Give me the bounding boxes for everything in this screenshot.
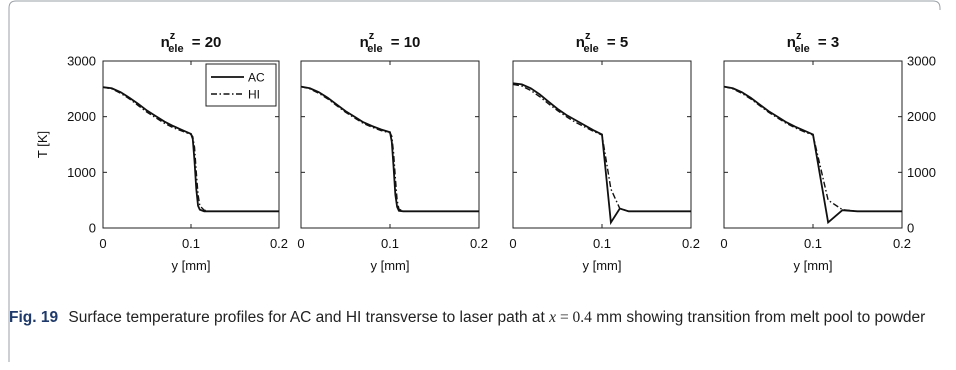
plot-area: [512, 60, 692, 229]
y-tick-label: 1000: [67, 165, 96, 180]
series-line-ac: [513, 82, 691, 226]
x-tick-label: 0: [297, 236, 304, 251]
caption-text-after: mm showing transition from melt pool to …: [596, 309, 926, 326]
caption-label: Fig. 19: [9, 309, 59, 326]
title-subscript: ele: [583, 43, 598, 55]
chart-title: nz ele = 5: [576, 30, 628, 55]
title-base: n: [161, 34, 170, 51]
legend: AC HI: [205, 63, 277, 107]
y-tick-label-right: 2000: [907, 109, 936, 124]
chart-title: nz ele = 20: [161, 30, 222, 55]
title-subscript: ele: [794, 43, 809, 55]
chart-title: nz ele = 10: [360, 30, 421, 55]
x-axis-label: y [mm]: [583, 258, 622, 273]
x-tick-label: 0.1: [381, 236, 399, 251]
caption-text-before: Surface temperature profiles for AC and …: [68, 309, 545, 326]
x-tick-label: 0.1: [182, 236, 200, 251]
chart-panel-1: 0 0.1 0.2 0 1000 2000 3000 y [mm] T [K] nz ele = 2…: [35, 30, 288, 273]
y-tick-label-right: 3000: [907, 54, 936, 69]
series-line-hi: [513, 83, 691, 212]
series-line-ac: [301, 85, 479, 213]
title-value: = 10: [387, 34, 421, 51]
plot-area: [300, 60, 480, 229]
caption-math-var: x: [549, 309, 557, 326]
x-tick-label: 0.2: [893, 236, 911, 251]
chart-panel-2: 0 0.1 0.2 y [mm] nz ele = 10: [297, 30, 488, 273]
title-subscript: ele: [168, 43, 183, 55]
x-tick-label: 0.2: [682, 236, 700, 251]
chart-panel-3: 0 0.1 0.2 y [mm] nz ele = 5: [509, 30, 700, 273]
title-value: = 3: [814, 34, 839, 51]
y-tick-label-right: 1000: [907, 165, 936, 180]
x-tick-label: 0.2: [470, 236, 488, 251]
y-tick-label-right: 0: [907, 221, 914, 236]
legend-label-hi: HI: [248, 88, 260, 102]
title-superscript: z: [369, 30, 375, 42]
caption-math-eq: = 0.4: [556, 309, 592, 326]
x-tick-label: 0: [509, 236, 516, 251]
title-superscript: z: [796, 30, 802, 42]
plot-area: [723, 60, 903, 229]
title-base: n: [360, 34, 369, 51]
legend-label-ac: AC: [248, 71, 265, 85]
x-tick-label: 0: [720, 236, 727, 251]
y-tick-label: 3000: [67, 54, 96, 69]
title-superscript: z: [170, 30, 176, 42]
title-value: = 5: [603, 34, 628, 51]
title-value: = 20: [188, 34, 222, 51]
x-tick-label: 0.2: [270, 236, 288, 251]
y-tick-label: 2000: [67, 109, 96, 124]
x-axis-label: y [mm]: [371, 258, 410, 273]
x-axis-label: y [mm]: [172, 258, 211, 273]
y-axis-label: T [K]: [35, 131, 50, 158]
x-tick-label: 0.1: [804, 236, 822, 251]
figure-caption: Fig. 19 Surface temperature profiles for…: [9, 307, 939, 329]
series-line-hi: [724, 85, 902, 212]
title-base: n: [787, 34, 796, 51]
series-line-hi: [103, 86, 279, 212]
x-tick-label: 0.1: [593, 236, 611, 251]
x-axis-label: y [mm]: [794, 258, 833, 273]
chart-title: nz ele = 3: [787, 30, 839, 55]
series-line-ac: [724, 85, 902, 225]
title-subscript: ele: [367, 43, 382, 55]
figure-border: [8, 0, 941, 362]
title-base: n: [576, 34, 585, 51]
series-line-hi: [301, 85, 479, 212]
series-line-ac: [103, 86, 279, 213]
x-tick-label: 0: [99, 236, 106, 251]
y-tick-label: 0: [89, 221, 96, 236]
legend-box: [205, 63, 277, 107]
title-superscript: z: [585, 30, 591, 42]
